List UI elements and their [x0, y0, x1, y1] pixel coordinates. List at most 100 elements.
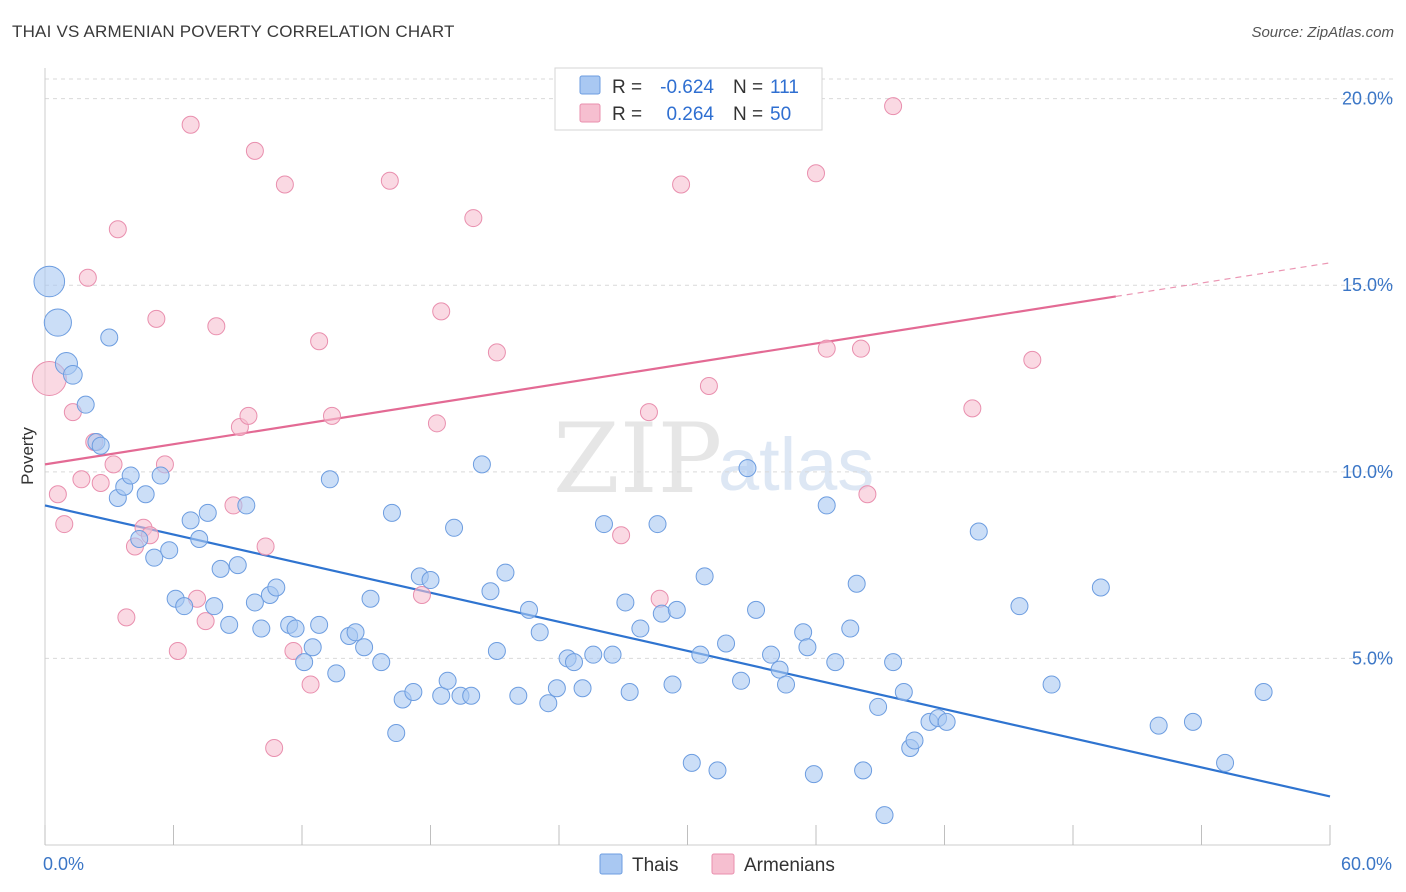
armenians-point	[432, 302, 451, 321]
thais-point	[826, 653, 845, 672]
thais-point	[937, 712, 956, 731]
chart-title: THAI VS ARMENIAN POVERTY CORRELATION CHA…	[12, 22, 455, 41]
bottom-legend-label-armenians: Armenians	[744, 855, 835, 876]
thais-point	[663, 675, 682, 694]
armenians-point	[884, 97, 903, 116]
armenians-point	[239, 406, 258, 425]
armenians-point	[91, 474, 110, 493]
thais-point	[1010, 597, 1029, 616]
bottom-legend-swatch-armenians	[711, 853, 735, 875]
thais-point	[854, 761, 873, 780]
legend-r-value-armenians: 0.264	[666, 104, 714, 125]
armenians-point	[858, 485, 877, 504]
legend-r-value-thais: -0.624	[660, 77, 714, 98]
thais-point	[616, 593, 635, 612]
thais-point	[267, 578, 286, 597]
legend: R = -0.624 N = 111 R = 0.264 N = 50	[554, 67, 823, 131]
thais-point	[432, 686, 451, 705]
thais-point	[175, 597, 194, 616]
thais-point	[211, 559, 230, 578]
thais-points	[33, 265, 1273, 825]
y-tick-label: 5.0%	[1352, 648, 1393, 668]
thais-point	[594, 515, 613, 534]
thais-point	[481, 582, 500, 601]
thais-point	[841, 619, 860, 638]
armenians-point	[117, 608, 136, 627]
thais-point	[620, 683, 639, 701]
thais-point	[387, 724, 406, 743]
thais-point	[198, 503, 217, 522]
thais-point	[1216, 753, 1235, 772]
thais-point	[327, 664, 346, 683]
armenians-point	[168, 641, 187, 660]
thais-point	[43, 308, 72, 337]
armenians-point	[487, 343, 506, 362]
legend-r-label-thais: R =	[612, 77, 642, 98]
armenians-point	[412, 585, 431, 604]
y-tick-label: 10.0%	[1342, 462, 1393, 482]
armenians-point	[650, 589, 669, 608]
thais-point	[1149, 716, 1168, 735]
thais-point	[421, 571, 440, 590]
thais-point	[310, 615, 329, 634]
thais-point	[631, 619, 650, 638]
thais-point	[969, 522, 988, 541]
thais-point	[905, 731, 924, 750]
thais-point	[777, 675, 796, 694]
thais-point	[496, 563, 515, 582]
thais-point	[509, 686, 528, 705]
watermark-zip: ZIP	[553, 403, 722, 515]
thais-point	[682, 753, 701, 772]
thais-point	[648, 515, 667, 534]
armenians-point	[464, 209, 483, 228]
thais-point	[130, 530, 149, 548]
armenians-point	[147, 309, 166, 328]
thais-point	[355, 638, 374, 657]
y-tick-labels: 5.0% 10.0% 15.0% 20.0%	[1342, 89, 1393, 669]
armenians-point	[612, 526, 631, 545]
thais-point	[445, 518, 464, 537]
armenians-point	[1023, 350, 1042, 369]
thais-point	[652, 604, 671, 623]
x-ticks	[44, 825, 1331, 845]
armenians-point	[672, 175, 691, 194]
armenians-point	[55, 515, 74, 534]
thais-point	[438, 671, 457, 690]
thais-point	[738, 459, 757, 478]
thais-point	[603, 645, 622, 664]
armenians-point	[699, 377, 718, 395]
thais-point	[732, 671, 751, 690]
legend-swatch-armenians	[579, 103, 601, 123]
thais-point	[717, 634, 736, 653]
legend-n-value-armenians: 50	[770, 104, 791, 125]
y-tick-label: 15.0%	[1342, 275, 1393, 295]
thais-point	[346, 623, 365, 642]
armenians-point	[322, 406, 341, 425]
thais-point	[884, 653, 903, 672]
thais-point	[847, 574, 866, 593]
thais-point	[747, 600, 766, 619]
thais-point	[462, 686, 481, 705]
bottom-legend-swatch-thais	[599, 853, 623, 875]
thais-point	[303, 638, 322, 657]
armenians-point	[639, 403, 658, 422]
thais-point	[91, 436, 110, 455]
thais-point	[361, 589, 380, 608]
armenians-trend-line	[44, 295, 1117, 466]
armenians-point	[245, 141, 264, 160]
thais-point	[770, 660, 789, 679]
y-axis-title: Poverty	[18, 427, 37, 485]
thais-point	[228, 556, 247, 575]
thais-point	[695, 567, 714, 586]
legend-r-label-armenians: R =	[612, 104, 642, 125]
thais-point	[404, 683, 423, 701]
armenians-point	[196, 612, 215, 631]
legend-n-label-armenians: N =	[733, 104, 763, 125]
armenians-point	[851, 339, 870, 358]
thais-point	[121, 466, 140, 485]
thais-point	[804, 765, 823, 784]
thais-point	[817, 496, 836, 515]
armenians-point	[207, 317, 226, 336]
thais-point	[708, 761, 727, 780]
